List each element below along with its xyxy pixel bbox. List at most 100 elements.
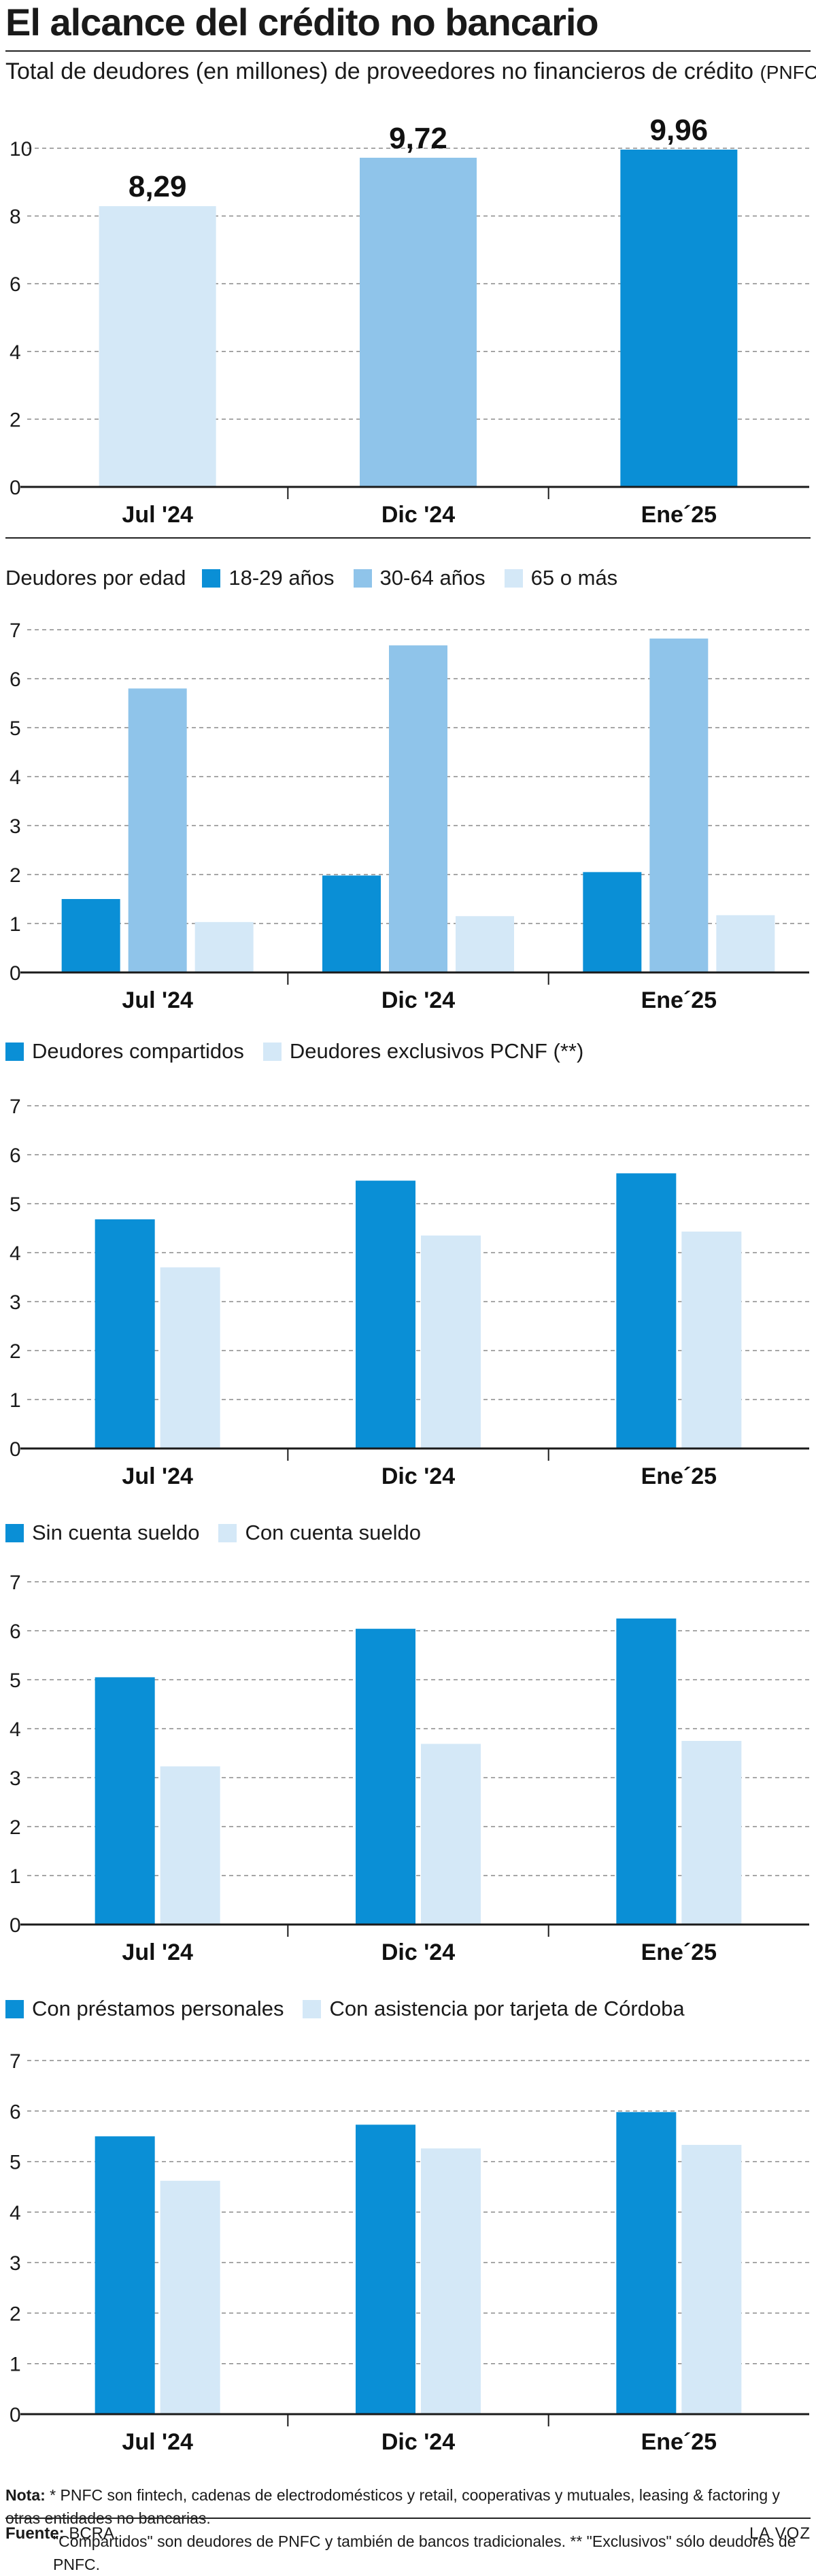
legend-item: Con préstamos personales <box>5 1997 284 2021</box>
bar <box>95 1219 155 1448</box>
legend-label: 65 o más <box>530 566 618 590</box>
legend-swatch <box>353 569 372 588</box>
y-tick-label: 0 <box>10 962 21 985</box>
y-tick-label: 0 <box>10 2404 21 2426</box>
y-tick-label: 2 <box>10 2303 21 2325</box>
footnote-text-2: "Compartidos" son deudores de PNFC y tam… <box>53 2532 796 2573</box>
legend-deudores-edad: Deudores por edad 18-29 años 30-64 años 65 … <box>5 566 636 590</box>
legend-label: 30-64 años <box>379 566 486 590</box>
x-tick-label: Dic '24 <box>381 2429 455 2455</box>
y-tick-label: 3 <box>10 815 21 838</box>
bar <box>681 2145 742 2414</box>
bar <box>160 2180 220 2414</box>
y-tick-label: 4 <box>10 341 21 364</box>
bar <box>194 921 254 972</box>
bar <box>681 1232 742 1448</box>
footer-rule <box>5 2518 811 2519</box>
y-tick-label: 5 <box>10 1670 21 1692</box>
legend-item: Deudores compartidos <box>5 1039 244 1064</box>
y-tick-label: 7 <box>10 1572 21 1594</box>
y-tick-label: 3 <box>10 1291 21 1314</box>
legend-item: Con asistencia por tarjeta de Córdoba <box>303 1997 685 2021</box>
subtitle-note: (PNFC *). <box>760 62 816 83</box>
x-tick-label: Dic '24 <box>381 987 455 1013</box>
bar <box>99 206 216 487</box>
y-tick-label: 2 <box>10 864 21 887</box>
legend-prestamos-tarjeta: Con préstamos personales Con asistencia p… <box>5 1997 704 2021</box>
source: Fuente: BCRA <box>5 2524 114 2543</box>
y-tick-label: 1 <box>10 2354 21 2376</box>
legend-title: Deudores por edad <box>5 566 186 590</box>
legend-cuenta-sueldo: Sin cuenta sueldo Con cuenta sueldo <box>5 1521 440 1545</box>
legend-label: Deudores compartidos <box>32 1039 244 1063</box>
bar <box>160 1766 220 1925</box>
y-tick-label: 3 <box>10 1767 21 1790</box>
y-tick-label: 6 <box>10 273 21 296</box>
bar <box>128 688 187 972</box>
section-divider <box>5 537 811 539</box>
y-tick-label: 10 <box>10 138 32 160</box>
x-tick-label: Dic '24 <box>381 1939 455 1965</box>
y-tick-label: 1 <box>10 1865 21 1888</box>
data-label: 8,29 <box>129 170 187 203</box>
legend-compartidos-exclusivos: Deudores compartidos Deudores exclusivos … <box>5 1039 602 1064</box>
y-tick-label: 6 <box>10 668 21 691</box>
legend-swatch <box>262 1042 282 1061</box>
y-tick-label: 4 <box>10 1718 21 1741</box>
legend-label: Deudores exclusivos PCNF (**) <box>289 1039 584 1063</box>
y-tick-label: 7 <box>10 1096 21 1118</box>
bar <box>421 1235 481 1448</box>
y-tick-label: 2 <box>10 409 21 431</box>
footnote: Nota: * PNFC son fintech, cadenas de ele… <box>5 2484 811 2576</box>
x-tick-label: Jul '24 <box>122 987 193 1013</box>
bar <box>649 638 709 972</box>
y-tick-label: 5 <box>10 1193 21 1216</box>
bar <box>456 916 514 972</box>
bar <box>95 1677 155 1925</box>
legend-item: 18-29 años <box>202 566 335 590</box>
y-tick-label: 3 <box>10 2252 21 2275</box>
legend-label: Sin cuenta sueldo <box>32 1521 200 1544</box>
chart-prestamos-tarjeta: 0 1 2 3 4 5 6 7 Jul '24 Dic '24 Ene´25 <box>10 2050 809 2455</box>
x-tick-label: Ene´25 <box>641 1939 717 1965</box>
x-tick-label: Dic '24 <box>381 1463 455 1489</box>
footnote-line-1: Nota: * PNFC son fintech, cadenas de ele… <box>5 2484 811 2530</box>
legend-item: 30-64 años <box>353 566 486 590</box>
footnote-line-2: "Compartidos" son deudores de PNFC y tam… <box>5 2530 811 2576</box>
legend-swatch <box>504 569 523 588</box>
bar <box>681 1741 742 1925</box>
bar <box>356 1629 415 1925</box>
bar <box>389 645 447 972</box>
bar <box>360 157 477 487</box>
legend-item: Sin cuenta sueldo <box>5 1521 199 1545</box>
bar <box>322 875 381 972</box>
bar <box>583 872 642 972</box>
y-tick-label: 1 <box>10 1389 21 1412</box>
y-tick-label: 6 <box>10 2101 21 2123</box>
x-tick-label: Ene´25 <box>641 2429 717 2455</box>
y-tick-label: 2 <box>10 1816 21 1839</box>
y-tick-label: 5 <box>10 717 21 740</box>
x-tick-label: Jul '24 <box>122 502 193 528</box>
legend-label: Con cuenta sueldo <box>245 1521 421 1544</box>
x-tick-label: Ene´25 <box>641 1463 717 1489</box>
y-tick-label: 7 <box>10 620 21 642</box>
y-tick-label: 6 <box>10 1145 21 1167</box>
source-label: Fuente: <box>5 2524 65 2543</box>
x-tick-label: Dic '24 <box>381 502 455 528</box>
y-tick-label: 6 <box>10 1621 21 1643</box>
x-tick-label: Ene´25 <box>641 502 717 528</box>
bar <box>61 899 120 972</box>
brand-logo: LA VOZ <box>749 2524 811 2543</box>
bar <box>421 1744 481 1925</box>
legend-swatch <box>202 569 221 588</box>
bar <box>160 1267 220 1448</box>
data-label: 9,96 <box>650 114 709 147</box>
legend-swatch <box>218 1523 237 1542</box>
bar <box>620 149 738 487</box>
y-tick-label: 4 <box>10 1242 21 1265</box>
chart-cuenta-sueldo: 0 1 2 3 4 5 6 7 Jul '24 Dic '24 Ene´25 <box>10 1572 809 1965</box>
footnote-label: Nota: <box>5 2486 46 2504</box>
legend-item: 65 o más <box>504 566 618 590</box>
x-tick-label: Jul '24 <box>122 1463 193 1489</box>
